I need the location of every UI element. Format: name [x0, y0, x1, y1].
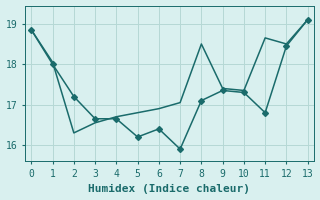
X-axis label: Humidex (Indice chaleur): Humidex (Indice chaleur): [89, 184, 251, 194]
